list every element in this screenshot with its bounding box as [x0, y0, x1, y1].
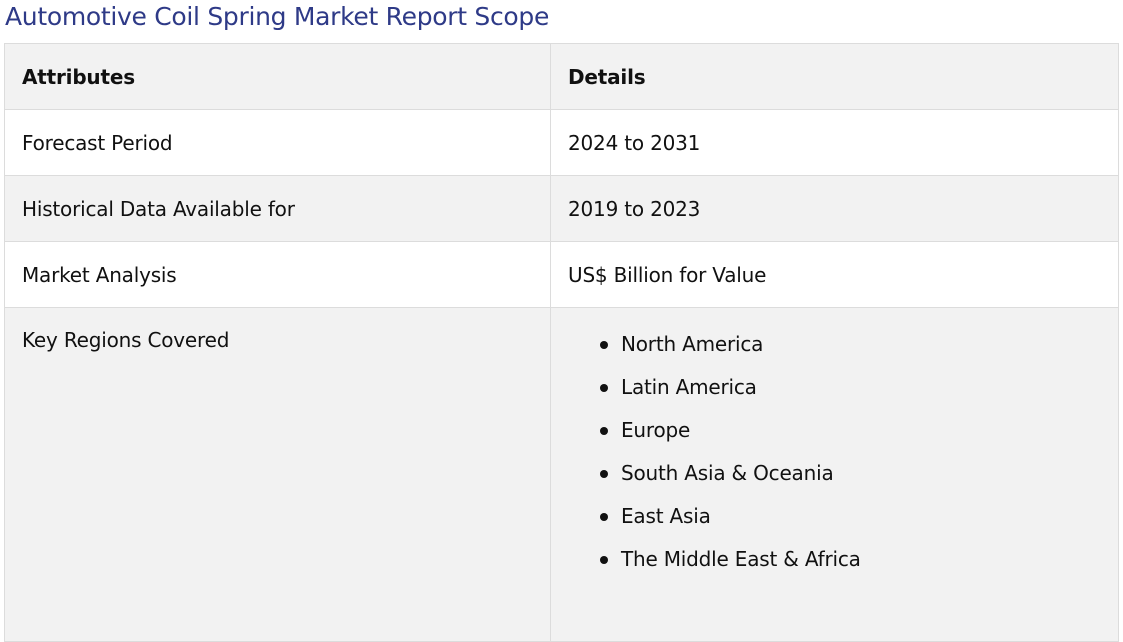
page-title: Automotive Coil Spring Market Report Sco…: [5, 2, 550, 31]
detail-cell: North America Latin America Europe South…: [550, 307, 1119, 642]
list-item: Latin America: [600, 373, 1101, 416]
table-row-historical-data: Historical Data Available for 2019 to 20…: [4, 175, 1119, 242]
region-label: East Asia: [621, 504, 711, 528]
region-label: The Middle East & Africa: [621, 547, 861, 571]
attribute-cell: Key Regions Covered: [4, 307, 551, 642]
header-details: Details: [550, 43, 1119, 110]
region-label: Latin America: [621, 375, 757, 399]
list-item: North America: [600, 330, 1101, 373]
table-row-market-analysis: Market Analysis US$ Billion for Value: [4, 241, 1119, 308]
bullet-icon: [600, 384, 608, 392]
bullet-icon: [600, 427, 608, 435]
list-item: East Asia: [600, 502, 1101, 545]
detail-cell: US$ Billion for Value: [550, 241, 1119, 308]
region-label: South Asia & Oceania: [621, 461, 834, 485]
list-item: South Asia & Oceania: [600, 459, 1101, 502]
bullet-icon: [600, 513, 608, 521]
region-label: Europe: [621, 418, 691, 442]
table-row-forecast-period: Forecast Period 2024 to 2031: [4, 109, 1119, 176]
attribute-cell: Market Analysis: [4, 241, 551, 308]
list-item: Europe: [600, 416, 1101, 459]
region-label: North America: [621, 332, 764, 356]
table-row-key-regions: Key Regions Covered North America Latin …: [4, 307, 1119, 642]
list-item: The Middle East & Africa: [600, 545, 1101, 588]
bullet-icon: [600, 341, 608, 349]
region-list: North America Latin America Europe South…: [568, 330, 1101, 588]
attribute-cell: Historical Data Available for: [4, 175, 551, 242]
detail-cell: 2024 to 2031: [550, 109, 1119, 176]
header-attributes: Attributes: [4, 43, 551, 110]
attribute-cell: Forecast Period: [4, 109, 551, 176]
detail-cell: 2019 to 2023: [550, 175, 1119, 242]
table-header-row: Attributes Details: [4, 43, 1119, 110]
bullet-icon: [600, 556, 608, 564]
report-scope-table: Attributes Details Forecast Period 2024 …: [4, 43, 1119, 642]
bullet-icon: [600, 470, 608, 478]
